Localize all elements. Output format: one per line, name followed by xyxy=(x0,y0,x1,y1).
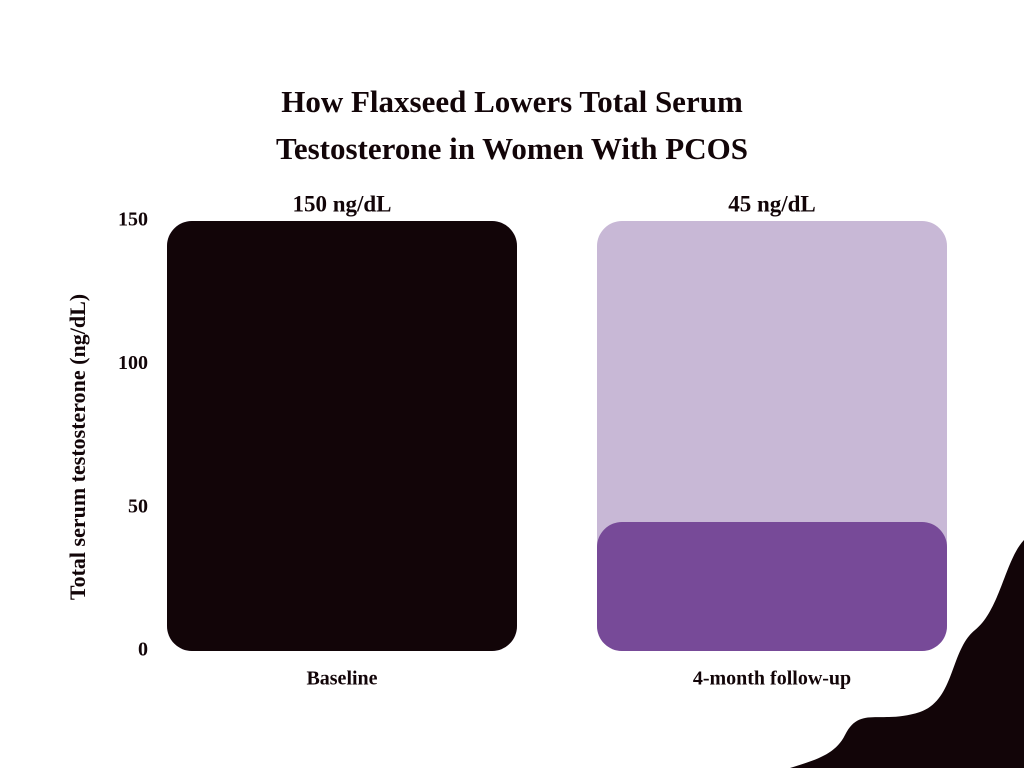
value-label: 45 ng/dL xyxy=(728,191,816,216)
x-tick-label: Baseline xyxy=(306,668,377,690)
chart-title: How Flaxseed Lowers Total Serum Testoste… xyxy=(276,84,748,166)
bar xyxy=(167,221,517,651)
y-tick-label: 50 xyxy=(128,495,148,517)
y-axis-label: Total serum testosterone (ng/dL) xyxy=(65,294,90,600)
x-tick-label: 4-month follow-up xyxy=(693,668,851,690)
decorative-blob xyxy=(790,540,1024,768)
y-tick-label: 150 xyxy=(118,209,148,231)
bar xyxy=(597,522,947,651)
y-tick-label: 0 xyxy=(138,639,148,661)
value-label: 150 ng/dL xyxy=(292,191,391,216)
y-tick-label: 100 xyxy=(118,352,148,374)
